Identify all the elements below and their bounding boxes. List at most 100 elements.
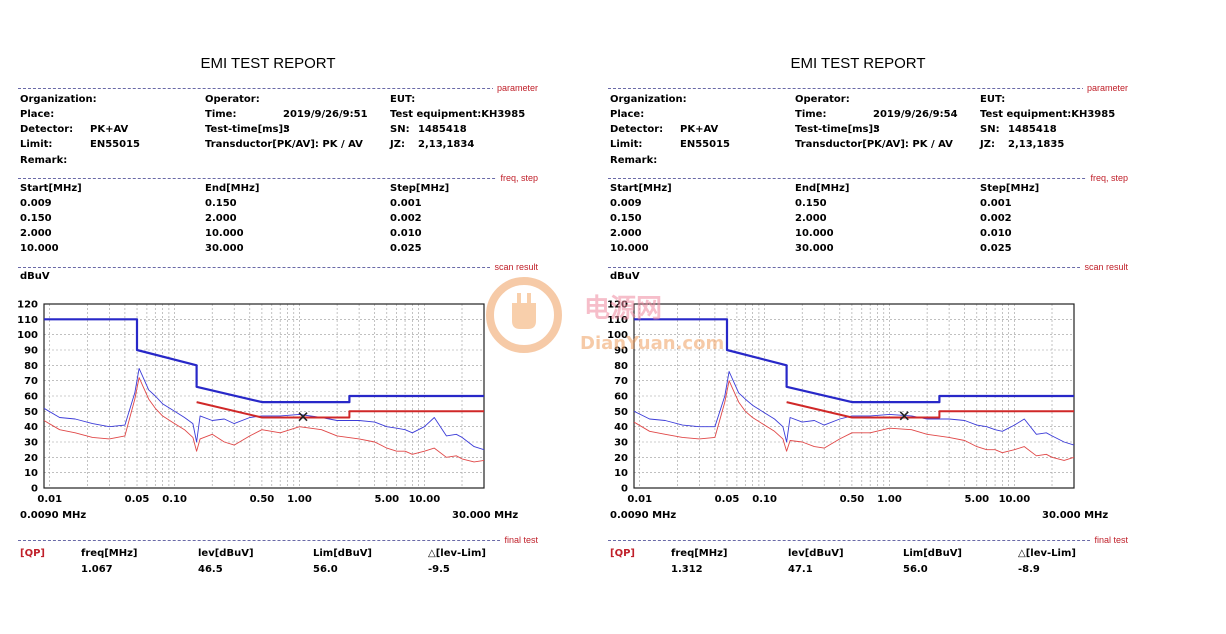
x-tick-label: 1.00 [877, 494, 902, 505]
marker-stroke [899, 411, 909, 421]
x-tick-label: 0.50 [840, 494, 865, 505]
x-tick-label: 0.10 [162, 494, 187, 505]
y-tick-label: 40 [24, 422, 38, 433]
freq-header: freq[MHz] [671, 548, 728, 559]
report-title: EMI TEST REPORT [790, 55, 926, 72]
y-tick-label: 70 [614, 376, 628, 387]
jz-value: 2,13,1834 [418, 139, 475, 150]
param-row-5: Remark: [608, 155, 1120, 170]
param-row-4: Limit: EN55015 Transductor[PK/AV]: PK / … [18, 139, 530, 154]
freq-cell: 0.025 [980, 243, 1012, 254]
sn-value: 1485418 [1008, 124, 1057, 135]
detector-label: Detector: [20, 124, 74, 135]
param-row-2: Place: Time: 2019/9/26/9:51 Test equipme… [18, 109, 530, 124]
freq-cell: 0.025 [390, 243, 422, 254]
tag-parameter: parameter [492, 83, 538, 93]
pk-trace [43, 367, 485, 451]
freq-cell: 0.150 [205, 198, 237, 209]
operator-label: Operator: [795, 94, 850, 105]
separator-freq-step [18, 178, 530, 179]
freq-cell: 2.000 [20, 228, 52, 239]
freq-cell: 30.000 [795, 243, 834, 254]
final-test-values: 1.312 47.1 56.0 -8.9 [608, 564, 1120, 579]
final-test-values: 1.067 46.5 56.0 -9.5 [18, 564, 530, 579]
y-tick-label: 30 [24, 438, 38, 449]
time-label: Time: [205, 109, 237, 120]
y-tick-label: 50 [614, 407, 628, 418]
final-test-header: [QP] freq[MHz] lev[dBuV] Lim[dBuV] △[lev… [18, 548, 530, 563]
plug-pin-icon [517, 293, 521, 305]
qp-label: [QP] [610, 548, 635, 559]
x-tick-label: 5.00 [964, 494, 989, 505]
watermark-ring [486, 277, 562, 353]
freq-value: 1.067 [81, 564, 113, 575]
lim-header: Lim[dBuV] [903, 548, 962, 559]
limit-label: Limit: [20, 139, 53, 150]
eut-label: EUT: [390, 94, 416, 105]
freq-cell: 2.000 [610, 228, 642, 239]
report-title: EMI TEST REPORT [200, 55, 336, 72]
y-tick-label: 60 [614, 392, 628, 403]
axis-end-label: 30.000 MHz [1042, 510, 1109, 521]
detector-value: PK+AV [90, 124, 129, 135]
y-tick-label: 120 [608, 300, 628, 311]
report-right: EMI TEST REPORT parameter Organization: … [608, 0, 1128, 634]
start-header: Start[MHz] [610, 183, 672, 194]
y-tick-label: 30 [614, 438, 628, 449]
time-value: 2019/9/26/9:51 [283, 109, 368, 120]
x-tick-label: 1.00 [287, 494, 312, 505]
y-tick-label: 80 [24, 361, 38, 372]
y-tick-label: 120 [18, 300, 38, 311]
y-tick-label: 0 [31, 484, 38, 495]
y-unit-label: dBuV [610, 271, 640, 282]
y-tick-label: 90 [614, 346, 628, 357]
limit-av-line [786, 401, 1074, 419]
lev-header: lev[dBuV] [198, 548, 254, 559]
plug-icon [512, 303, 536, 329]
av-trace [43, 377, 485, 463]
y-tick-label: 20 [614, 453, 628, 464]
freq-cell: 10.000 [205, 228, 244, 239]
freq-row: 2.000 10.000 0.010 [608, 228, 1120, 243]
limit-qp-line [44, 318, 484, 404]
y-tick-label: 100 [18, 330, 38, 341]
place-label: Place: [610, 109, 645, 120]
y-tick-label: 90 [24, 346, 38, 357]
axis-start-label: 0.0090 MHz [20, 510, 87, 521]
y-tick-label: 10 [614, 468, 628, 479]
freq-cell: 0.010 [390, 228, 422, 239]
freq-cell: 0.010 [980, 228, 1012, 239]
final-test-marker [899, 411, 909, 421]
param-row-5: Remark: [18, 155, 530, 170]
freq-header: freq[MHz] [81, 548, 138, 559]
step-header: Step[MHz] [980, 183, 1040, 194]
detector-value: PK+AV [680, 124, 719, 135]
tag-freq-step: freq, step [1086, 173, 1128, 183]
freq-row: 0.009 0.150 0.001 [608, 198, 1120, 213]
lev-value: 46.5 [198, 564, 223, 575]
delta-value: -9.5 [428, 564, 450, 575]
freq-row: 0.150 2.000 0.002 [18, 213, 530, 228]
y-tick-label: 20 [24, 453, 38, 464]
limit-value: EN55015 [90, 139, 140, 150]
end-header: End[MHz] [795, 183, 850, 194]
transducer-label: Transductor[PK/AV]: PK / AV [795, 139, 953, 150]
param-row-3: Detector: PK+AV Test-time[ms]: 3 SN: 148… [608, 124, 1120, 139]
y-tick-label: 100 [608, 330, 628, 341]
remark-label: Remark: [610, 155, 658, 166]
freq-row: 0.150 2.000 0.002 [608, 213, 1120, 228]
y-tick-label: 80 [614, 361, 628, 372]
tag-scan-result: scan result [1080, 262, 1128, 272]
equipment-label: Test equipment:KH3985 [980, 109, 1116, 120]
separator-freq-step [608, 178, 1120, 179]
freq-cell: 0.001 [980, 198, 1012, 209]
freq-cell: 0.001 [390, 198, 422, 209]
freq-header-row: Start[MHz] End[MHz] Step[MHz] [18, 183, 530, 198]
test-time-value: 3 [283, 124, 290, 135]
final-test-marker [298, 412, 308, 422]
y-tick-label: 70 [24, 376, 38, 387]
x-tick-label: 0.10 [752, 494, 777, 505]
x-tick-label: 10.00 [409, 494, 441, 505]
watermark-site: DianYuan.com [580, 333, 724, 354]
organization-label: Organization: [20, 94, 97, 105]
